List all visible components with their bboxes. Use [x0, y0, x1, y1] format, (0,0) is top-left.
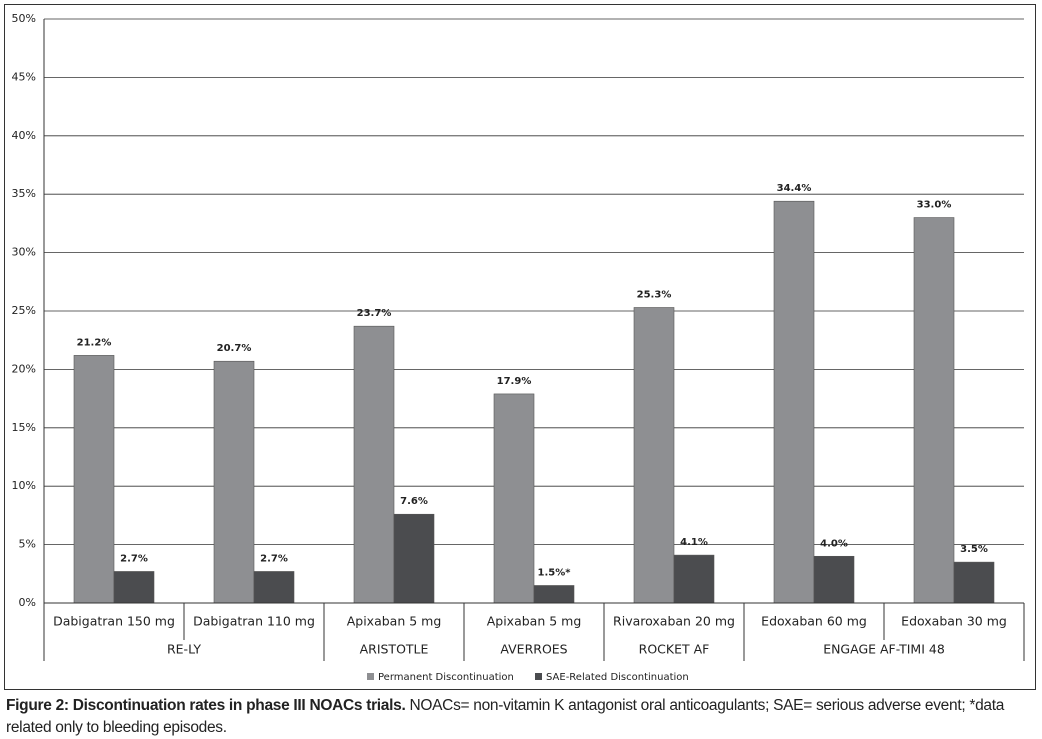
bar: [813, 555, 855, 604]
legend-label: SAE-Related Discontinuation: [546, 672, 689, 683]
bar: [73, 355, 115, 604]
group-label: RE-LY: [167, 642, 201, 657]
caption: Figure 2: Discontinuation rates in phase…: [6, 695, 1038, 739]
bar: [393, 513, 435, 604]
value-label: 2.7%: [260, 553, 288, 564]
group-label: ARISTOTLE: [360, 642, 429, 657]
bar: [493, 393, 535, 604]
value-label: 4.0%: [820, 538, 848, 549]
value-label: 33.0%: [917, 200, 952, 211]
x-tick-label: Rivaroxaban 20 mg: [613, 614, 735, 629]
bar: [633, 307, 675, 604]
bar: [253, 571, 295, 604]
value-label: 1.5%*: [538, 567, 572, 578]
bar: [673, 554, 715, 604]
legend-swatch: [535, 673, 542, 680]
value-label: 20.7%: [217, 343, 252, 354]
x-tick-label: Dabigatran 110 mg: [193, 614, 315, 629]
bar: [113, 571, 155, 604]
y-tick-label: 5%: [19, 538, 36, 551]
value-label: 21.2%: [77, 337, 112, 348]
value-label: 34.4%: [777, 183, 812, 194]
caption-title: Figure 2: Discontinuation rates in phase…: [6, 697, 406, 714]
x-tick-label: Dabigatran 150 mg: [53, 614, 175, 629]
group-label: AVERROES: [500, 642, 567, 657]
y-tick-label: 40%: [12, 129, 36, 142]
value-label: 23.7%: [357, 308, 392, 319]
x-tick-label: Apixaban 5 mg: [487, 614, 582, 629]
y-tick-label: 0%: [19, 596, 36, 609]
y-tick-label: 15%: [12, 421, 36, 434]
bar: [533, 585, 575, 604]
value-label: 7.6%: [400, 496, 428, 507]
value-label: 17.9%: [497, 376, 532, 387]
value-label: 4.1%: [680, 537, 708, 548]
value-label: 25.3%: [637, 289, 672, 300]
x-tick-label: Edoxaban 60 mg: [761, 614, 867, 629]
chart-border: [4, 4, 1036, 690]
value-label: 3.5%: [960, 544, 988, 555]
bar: [913, 217, 955, 604]
x-tick-label: Apixaban 5 mg: [347, 614, 442, 629]
y-tick-label: 50%: [12, 12, 36, 25]
legend-label: Permanent Discontinuation: [378, 672, 514, 683]
y-tick-label: 20%: [12, 362, 36, 375]
bar: [773, 200, 815, 604]
bar: [213, 360, 255, 604]
caption-text: NOACs= non-vitamin K antagonist oral ant…: [6, 697, 1005, 736]
y-tick-label: 30%: [12, 246, 36, 259]
y-tick-label: 35%: [12, 187, 36, 200]
y-tick-label: 25%: [12, 304, 36, 317]
group-label: ROCKET AF: [639, 642, 710, 657]
y-tick-label: 45%: [12, 70, 36, 83]
bar: [353, 325, 395, 604]
value-label: 2.7%: [120, 553, 148, 564]
legend-swatch: [367, 673, 374, 680]
y-tick-label: 10%: [12, 479, 36, 492]
bar: [953, 561, 995, 604]
group-label: ENGAGE AF-TIMI 48: [823, 642, 945, 657]
x-tick-label: Edoxaban 30 mg: [901, 614, 1007, 629]
chart: 0% 5% 10% 15% 20% 25% 30% 35% 40% 45% 50% 21.2% 20.7…: [4, 4, 1036, 690]
